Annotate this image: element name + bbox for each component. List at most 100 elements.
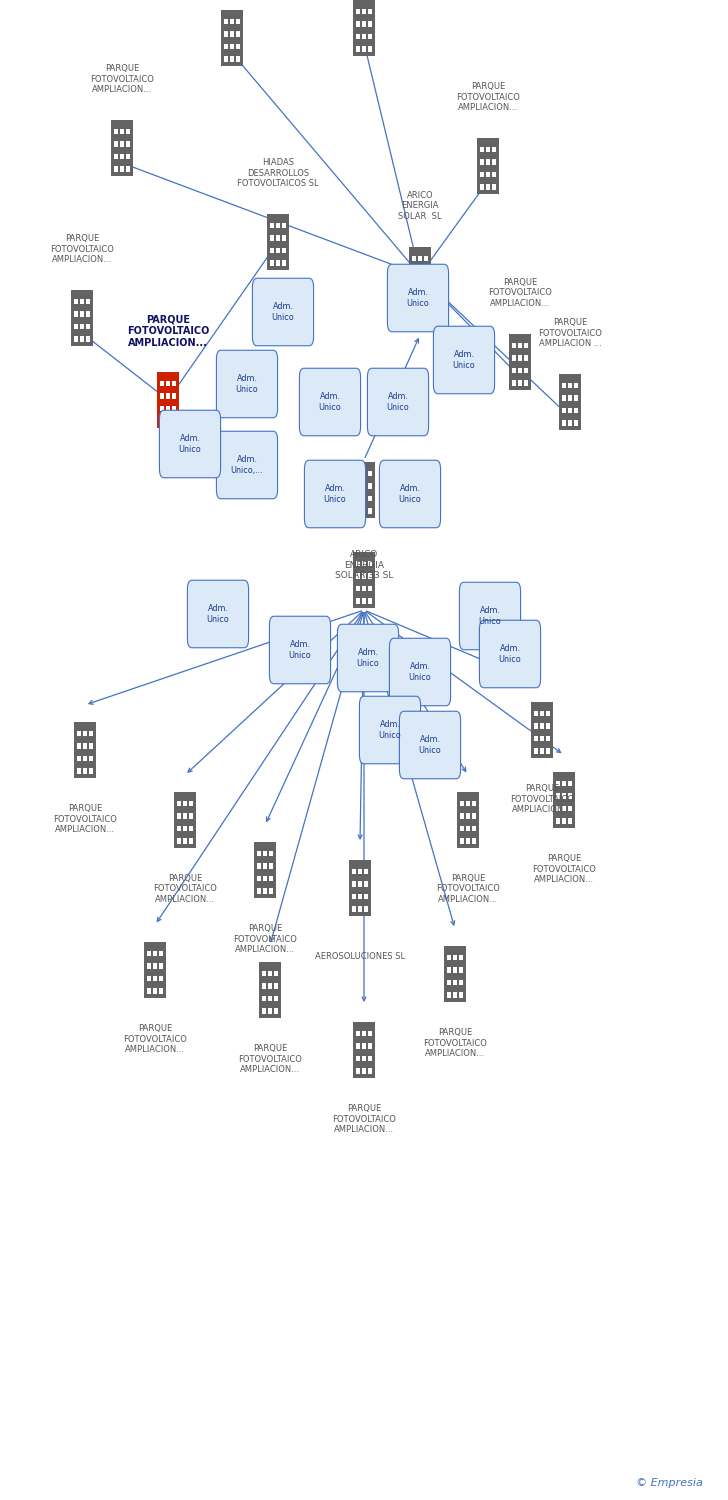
Text: PARQUE
FOTOVOLTAICO
AMPLIACION...: PARQUE FOTOVOLTAICO AMPLIACION... — [90, 64, 154, 94]
FancyBboxPatch shape — [433, 326, 494, 394]
FancyBboxPatch shape — [568, 794, 572, 800]
FancyBboxPatch shape — [236, 56, 240, 62]
FancyBboxPatch shape — [364, 868, 368, 874]
Text: PARQUE
FOTOVOLTAICO
AMPLIACION...: PARQUE FOTOVOLTAICO AMPLIACION... — [53, 804, 117, 834]
Text: PARQUE
FOTOVOLTAICO
AMPLIACION...: PARQUE FOTOVOLTAICO AMPLIACION... — [50, 234, 114, 264]
FancyBboxPatch shape — [368, 1068, 372, 1074]
FancyBboxPatch shape — [486, 159, 490, 165]
Text: Adm.
Unico: Adm. Unico — [319, 393, 341, 411]
FancyBboxPatch shape — [546, 711, 550, 717]
FancyBboxPatch shape — [74, 722, 96, 778]
FancyBboxPatch shape — [457, 792, 479, 849]
FancyBboxPatch shape — [264, 888, 267, 894]
FancyBboxPatch shape — [518, 368, 522, 374]
FancyBboxPatch shape — [419, 292, 422, 298]
FancyBboxPatch shape — [80, 336, 84, 342]
FancyBboxPatch shape — [363, 585, 366, 591]
Text: ARICO
ENERGIA
SOLAR 33 SL: ARICO ENERGIA SOLAR 33 SL — [335, 550, 393, 580]
FancyBboxPatch shape — [80, 310, 84, 316]
FancyBboxPatch shape — [187, 580, 248, 648]
Text: PARQUE
FOTOVOLTAICO
AMPLIACION...: PARQUE FOTOVOLTAICO AMPLIACION... — [510, 784, 574, 814]
FancyBboxPatch shape — [276, 248, 280, 254]
FancyBboxPatch shape — [270, 248, 274, 254]
FancyBboxPatch shape — [147, 951, 151, 957]
FancyBboxPatch shape — [154, 975, 157, 981]
FancyBboxPatch shape — [83, 742, 87, 748]
FancyBboxPatch shape — [216, 432, 277, 498]
FancyBboxPatch shape — [83, 756, 87, 762]
Text: PARQUE
FOTOVOLTAICO
AMPLIACION...: PARQUE FOTOVOLTAICO AMPLIACION... — [233, 924, 297, 954]
FancyBboxPatch shape — [518, 380, 522, 386]
FancyBboxPatch shape — [183, 825, 187, 831]
FancyBboxPatch shape — [524, 356, 528, 362]
FancyBboxPatch shape — [400, 711, 461, 778]
FancyBboxPatch shape — [480, 620, 541, 687]
FancyBboxPatch shape — [160, 419, 165, 424]
FancyBboxPatch shape — [157, 372, 179, 429]
FancyBboxPatch shape — [364, 894, 368, 900]
FancyBboxPatch shape — [258, 888, 261, 894]
FancyBboxPatch shape — [268, 996, 272, 1002]
FancyBboxPatch shape — [183, 839, 187, 844]
FancyBboxPatch shape — [368, 483, 372, 489]
FancyBboxPatch shape — [89, 730, 93, 736]
FancyBboxPatch shape — [126, 129, 130, 135]
FancyBboxPatch shape — [568, 780, 572, 786]
FancyBboxPatch shape — [368, 1030, 372, 1036]
FancyBboxPatch shape — [274, 996, 278, 1002]
FancyBboxPatch shape — [419, 280, 422, 286]
FancyBboxPatch shape — [480, 159, 484, 165]
FancyBboxPatch shape — [368, 509, 372, 515]
FancyBboxPatch shape — [159, 988, 163, 994]
FancyBboxPatch shape — [454, 980, 457, 986]
FancyBboxPatch shape — [264, 850, 267, 856]
FancyBboxPatch shape — [74, 324, 79, 330]
FancyBboxPatch shape — [419, 268, 422, 274]
Text: Adm.
Unico: Adm. Unico — [408, 663, 432, 681]
FancyBboxPatch shape — [368, 495, 372, 501]
FancyBboxPatch shape — [363, 573, 366, 579]
FancyBboxPatch shape — [357, 1030, 360, 1036]
FancyBboxPatch shape — [534, 723, 538, 729]
FancyBboxPatch shape — [447, 954, 451, 960]
FancyBboxPatch shape — [189, 839, 193, 844]
FancyBboxPatch shape — [357, 46, 360, 53]
FancyBboxPatch shape — [363, 33, 366, 39]
FancyBboxPatch shape — [569, 408, 572, 414]
FancyBboxPatch shape — [236, 44, 240, 50]
FancyBboxPatch shape — [509, 333, 531, 390]
Text: Adm.
Unico: Adm. Unico — [357, 648, 379, 668]
FancyBboxPatch shape — [80, 324, 84, 330]
FancyBboxPatch shape — [534, 711, 538, 717]
FancyBboxPatch shape — [282, 248, 286, 254]
FancyBboxPatch shape — [83, 730, 87, 736]
FancyBboxPatch shape — [363, 495, 366, 501]
FancyBboxPatch shape — [166, 405, 170, 411]
FancyBboxPatch shape — [379, 460, 440, 528]
FancyBboxPatch shape — [267, 213, 289, 270]
FancyBboxPatch shape — [349, 859, 371, 916]
FancyBboxPatch shape — [412, 280, 416, 286]
FancyBboxPatch shape — [546, 723, 550, 729]
FancyBboxPatch shape — [562, 394, 566, 400]
Text: Adm.
Unico: Adm. Unico — [478, 606, 502, 625]
FancyBboxPatch shape — [230, 44, 234, 50]
FancyBboxPatch shape — [553, 771, 575, 828]
FancyBboxPatch shape — [562, 780, 566, 786]
Text: Adm.
Unico: Adm. Unico — [387, 393, 409, 411]
FancyBboxPatch shape — [466, 839, 470, 844]
FancyBboxPatch shape — [258, 850, 261, 856]
FancyBboxPatch shape — [562, 818, 566, 824]
Text: PARQUE
FOTOVOLTAICO
AMPLIACION...: PARQUE FOTOVOLTAICO AMPLIACION... — [436, 874, 500, 904]
FancyBboxPatch shape — [363, 598, 366, 604]
FancyBboxPatch shape — [540, 748, 545, 754]
FancyBboxPatch shape — [357, 495, 360, 501]
Text: PARQUE
FOTOVOLTAICO
AMPLIACION...: PARQUE FOTOVOLTAICO AMPLIACION... — [238, 1044, 302, 1074]
FancyBboxPatch shape — [540, 735, 545, 741]
FancyBboxPatch shape — [224, 56, 229, 62]
FancyBboxPatch shape — [147, 963, 151, 969]
FancyBboxPatch shape — [264, 876, 267, 882]
FancyBboxPatch shape — [562, 794, 566, 800]
FancyBboxPatch shape — [459, 980, 463, 986]
FancyBboxPatch shape — [71, 290, 93, 346]
